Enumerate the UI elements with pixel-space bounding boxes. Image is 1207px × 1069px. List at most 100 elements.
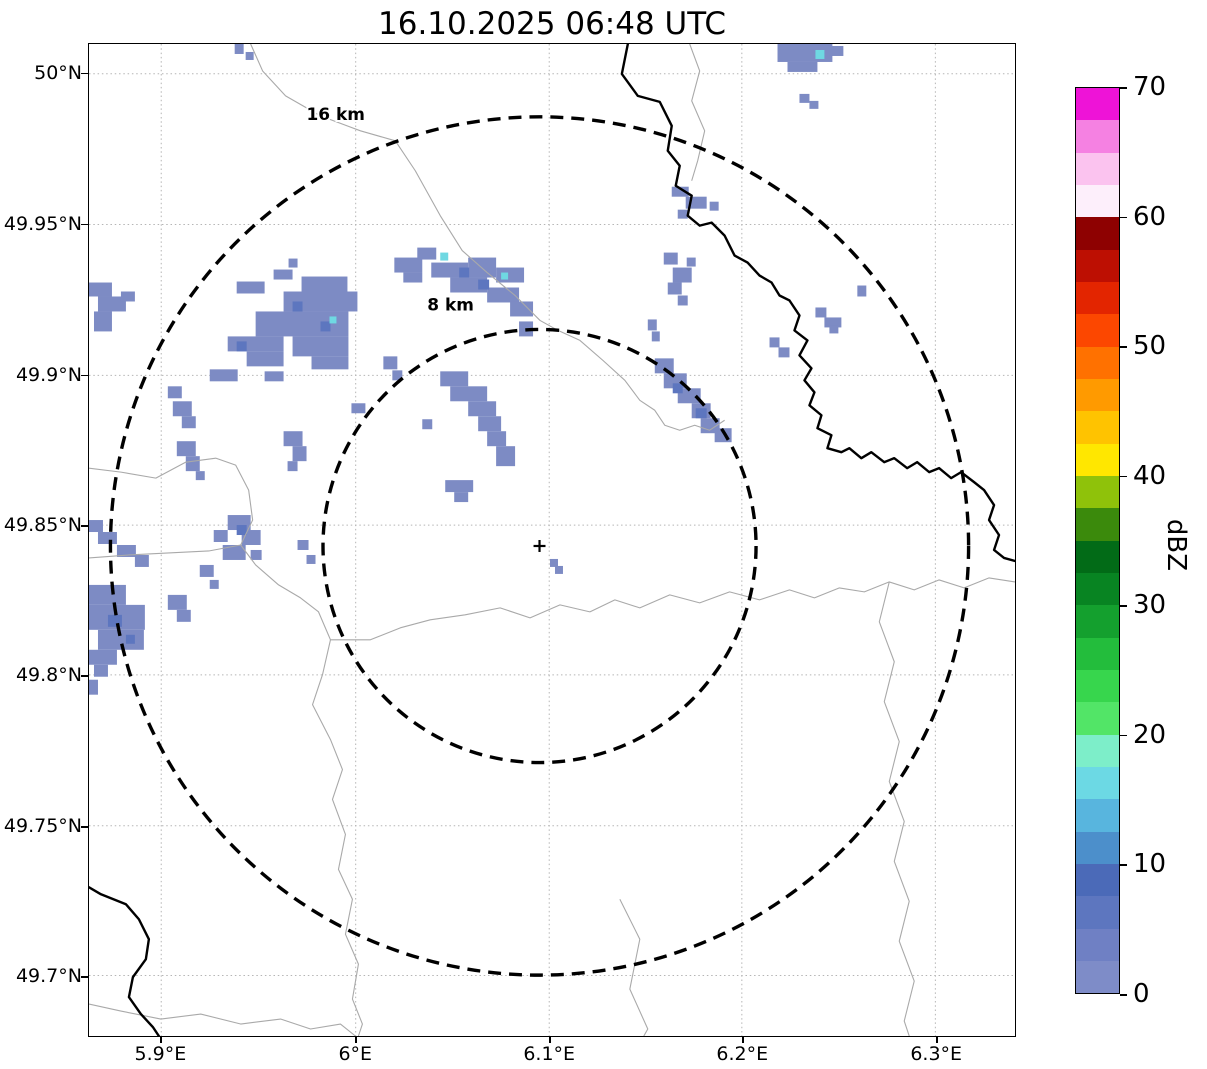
radar-echo-cell: [236, 525, 247, 536]
radar-echo-cell: [234, 44, 244, 54]
radar-echo-cell: [496, 446, 516, 467]
radar-echo-cell: [213, 530, 228, 542]
radar-echo-cell: [227, 336, 284, 352]
radar-echo-cell: [824, 317, 842, 328]
radar-echo-cell: [383, 356, 398, 370]
y-axis-tick-label: 49.8°N: [15, 664, 82, 687]
radar-echo-cell: [97, 296, 126, 312]
radar-echo-cell: [496, 267, 525, 283]
radar-echo-cell: [107, 614, 122, 627]
x-axis-tick-label: 6.3°E: [910, 1043, 963, 1065]
colorbar-tick-label: 30: [1133, 590, 1167, 621]
radar-echo-cell: [134, 554, 149, 567]
admin-border-line: [89, 544, 241, 559]
x-axis-tick-label: 6.2°E: [716, 1043, 769, 1065]
radar-echo-cell: [417, 247, 437, 260]
radar-echo-cell: [778, 347, 790, 358]
colorbar-segment: [1076, 960, 1119, 994]
colorbar-tick-label: 0: [1133, 979, 1150, 1009]
x-axis-tick-mark: [160, 1037, 162, 1043]
radar-echo-cell: [501, 272, 509, 280]
radar-echo-cell: [97, 532, 117, 544]
radar-echo-cell: [829, 325, 839, 334]
range-ring-label: 16 km: [307, 104, 365, 124]
colorbar-label: dBZ: [1161, 518, 1191, 572]
range-rings-layer: 16 km 8 km: [108, 102, 971, 977]
radar-echo-cell: [459, 267, 470, 278]
colorbar-segment: [1076, 120, 1119, 153]
colorbar-tick-label: 70: [1133, 72, 1167, 102]
radar-echo-cell: [554, 565, 563, 574]
radar-echo-cell: [181, 416, 196, 429]
radar-echo-cell: [292, 301, 303, 312]
y-axis-tick-label: 49.85°N: [3, 514, 82, 537]
radar-echo-cell: [695, 408, 707, 419]
radar-echo-cell: [422, 419, 433, 430]
colorbar-segment: [1076, 799, 1119, 832]
radar-echo-cell: [672, 267, 692, 283]
radar-echo-cell: [120, 291, 135, 302]
radar-echo-cell: [89, 584, 126, 605]
radar-echo-cell: [89, 520, 103, 533]
y-axis-tick-mark: [81, 72, 88, 75]
radar-echo-cell: [651, 331, 660, 342]
y-axis-tick-mark: [81, 675, 88, 677]
radar-echo-cell: [709, 201, 719, 211]
radar-echo-cell: [320, 321, 331, 332]
colorbar-tick-mark: [1120, 734, 1127, 737]
radar-echo-cell: [677, 209, 688, 219]
radar-echo-cell: [236, 281, 265, 294]
colorbar-segment: [1076, 475, 1119, 509]
y-axis-tick-mark: [81, 826, 88, 828]
colorbar: [1075, 87, 1120, 994]
colorbar-segment: [1076, 443, 1119, 476]
colorbar-segment: [1076, 281, 1119, 315]
radar-echo-cell: [172, 401, 192, 417]
colorbar-segment: [1076, 540, 1119, 573]
y-axis-tick-label: 50°N: [34, 61, 82, 84]
radar-map-svg: 16 km 8 km: [89, 44, 1015, 1036]
radar-echo-cell: [672, 383, 683, 394]
colorbar-tick-label: 60: [1133, 201, 1167, 232]
radar-echo-cell: [450, 386, 488, 402]
y-axis-tick-label: 49.95°N: [3, 212, 82, 235]
radar-echo-cell: [93, 311, 112, 332]
colorbar-tick-mark: [1120, 216, 1127, 219]
radar-echo-cell: [93, 664, 108, 677]
radar-echo-cell: [329, 316, 337, 324]
radar-echo-cell: [301, 276, 348, 292]
radar-echo-cell: [222, 544, 246, 560]
country-border-river-line: [620, 44, 1015, 563]
radar-echo-cell: [116, 544, 136, 557]
x-axis-tick-label: 5.9°E: [134, 1043, 187, 1065]
admin-border-line: [89, 1003, 356, 1036]
colorbar-segment: [1076, 346, 1119, 379]
colorbar-tick-mark: [1120, 346, 1127, 348]
colorbar-tick-label: 10: [1133, 849, 1167, 880]
radar-echo-cell: [176, 609, 191, 622]
radar-echo-cell: [654, 358, 674, 374]
colorbar-segment: [1076, 702, 1119, 735]
colorbar-segment: [1076, 508, 1119, 541]
radar-echo-cell: [311, 356, 349, 370]
radar-echo-cell: [663, 252, 678, 265]
radar-echo-cell: [392, 370, 403, 381]
admin-border-line: [878, 581, 915, 1036]
radar-echo-cell: [440, 371, 469, 387]
range-ring-label: 8 km: [427, 294, 474, 314]
radar-echo-cell: [454, 492, 469, 503]
radar-echo-cell: [677, 295, 688, 306]
radar-echo-cell: [550, 558, 558, 567]
radar-echo-cell: [445, 480, 474, 493]
radar-echo-cell: [89, 649, 117, 665]
radar-echo-cell: [677, 388, 701, 404]
radar-echo-cell: [89, 282, 112, 297]
radar-echo-cell: [671, 186, 689, 197]
colorbar-segment: [1076, 928, 1119, 961]
colorbar-tick-label: 40: [1133, 460, 1167, 491]
radar-echo-cell: [478, 416, 502, 432]
radar-echo-cell: [403, 272, 423, 283]
x-axis-tick-mark: [936, 1037, 938, 1043]
colorbar-tick-mark: [1120, 994, 1127, 996]
radar-echo-cell: [647, 319, 657, 331]
